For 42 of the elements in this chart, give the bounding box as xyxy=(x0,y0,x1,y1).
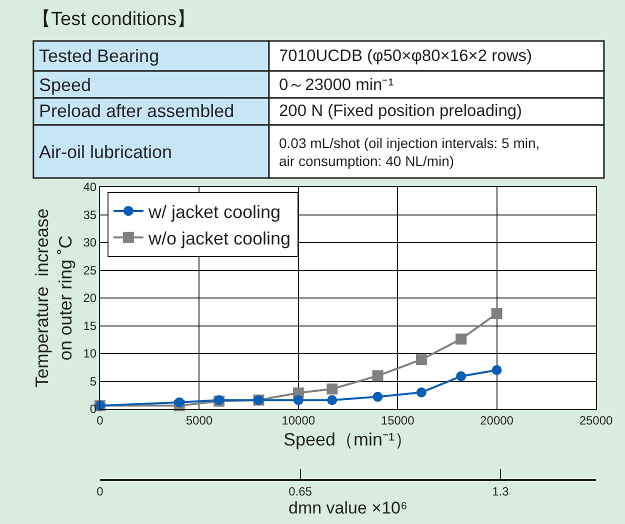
point xyxy=(491,308,502,320)
text: Air-oil lubrication xyxy=(39,142,172,162)
y-tick-label: 40 xyxy=(83,180,97,194)
point xyxy=(326,384,338,395)
point xyxy=(416,387,426,398)
x2-tick-label: 1.3 xyxy=(492,484,510,498)
text: Speed xyxy=(39,75,92,95)
x-tick-label: 15000 xyxy=(380,413,415,428)
legend-label: w/ jacket cooling xyxy=(147,202,281,222)
y-tick-label: 35 xyxy=(83,208,97,222)
text: 0～23000 min⁻¹ xyxy=(279,76,394,94)
point xyxy=(372,392,383,402)
point xyxy=(456,371,466,382)
x2-axis-title: dmn value ×10⁶ xyxy=(288,498,408,518)
text: Tested Bearing xyxy=(39,46,160,66)
point xyxy=(416,354,427,366)
point xyxy=(492,365,502,376)
x-tick-label: 25000 xyxy=(579,413,614,428)
y-tick-label: 15 xyxy=(83,318,97,333)
text: 7010UCDB (φ50×φ80×16×2 rows) xyxy=(279,47,532,65)
text: Preload after assembled xyxy=(39,101,234,121)
y-tick-label: 25 xyxy=(83,263,97,278)
point xyxy=(327,395,338,406)
y-axis-title: Temperature increase on outer ring ˚C xyxy=(32,208,76,388)
y-tick-label: 30 xyxy=(83,236,97,250)
y-tick-label: 20 xyxy=(83,291,97,306)
x2-tick-label: 0.65 xyxy=(288,484,312,498)
y-tick-label: 5 xyxy=(90,374,97,388)
x-tick-label: 20000 xyxy=(480,413,514,428)
y-tick-label: 10 xyxy=(83,346,97,361)
text: 0.03 mL/shot (oil injection intervals: 5 min, air consumption: 40 NL/min) xyxy=(279,135,540,170)
x-tick-label: 5000 xyxy=(186,413,213,428)
point xyxy=(372,370,384,382)
x-tick-label: 10000 xyxy=(282,413,316,428)
point xyxy=(456,334,467,345)
point xyxy=(174,397,184,408)
x-axis-title: Speed（min⁻¹） xyxy=(283,430,413,450)
legend-label: w/o jacket cooling xyxy=(147,228,291,248)
chart-title: 【Test conditions】 xyxy=(32,9,196,30)
text: 200 N (Fixed position preloading) xyxy=(279,102,522,120)
point xyxy=(293,395,304,406)
y-tick-label: 0 xyxy=(90,402,97,416)
